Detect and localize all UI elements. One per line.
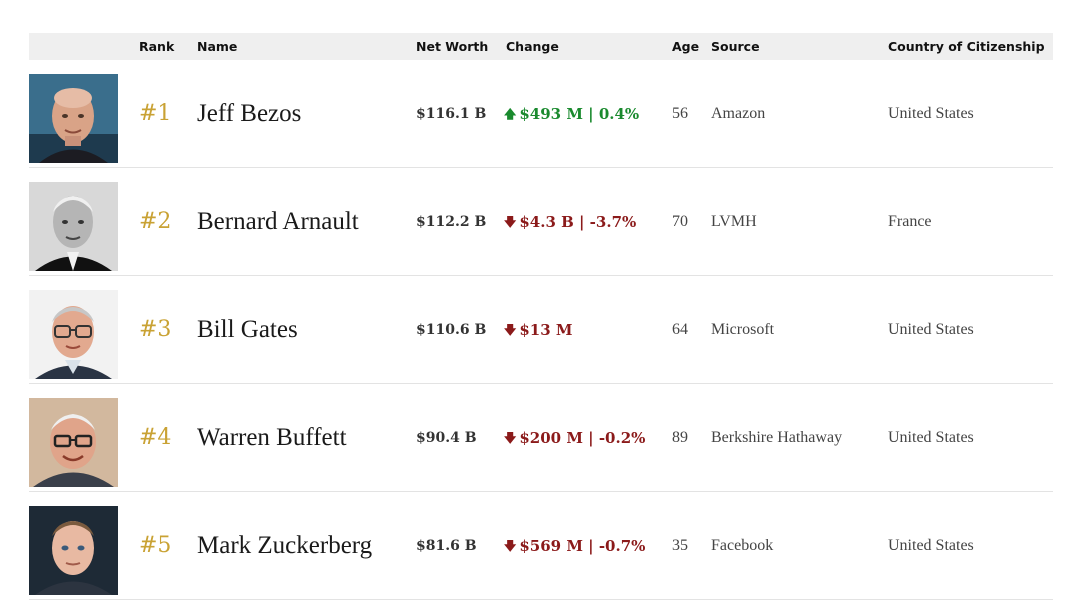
change-text: $4.3 B | -3.7% <box>519 213 637 231</box>
change-text: $200 M | -0.2% <box>519 429 646 447</box>
header-age[interactable]: Age <box>672 39 700 54</box>
header-change[interactable]: Change <box>506 39 559 54</box>
source-value: Facebook <box>711 537 774 554</box>
source-value: Microsoft <box>711 321 775 338</box>
net-worth-value: $110.6 B <box>416 322 487 338</box>
change-text: $569 M | -0.7% <box>519 537 646 555</box>
table-header: Rank Name Net Worth Change Age Source Co… <box>29 33 1053 60</box>
rank-label: #2 <box>139 209 172 234</box>
change-text: $493 M | 0.4% <box>519 105 640 123</box>
arrow-down-icon: 🡇 <box>504 323 517 337</box>
person-name[interactable]: Bill Gates <box>197 316 298 343</box>
table-row[interactable]: #2 Bernard Arnault $112.2 B 🡇 $4.3 B | -3… <box>29 168 1053 276</box>
source-value: Berkshire Hathaway <box>711 429 843 446</box>
rank-label: #5 <box>139 533 172 558</box>
portrait-icon[interactable] <box>29 506 118 595</box>
age-value: 56 <box>672 105 688 122</box>
age-value: 64 <box>672 321 688 338</box>
country-value: United States <box>888 321 974 338</box>
change-value: 🡇 $13 M <box>504 276 572 384</box>
arrow-down-icon: 🡇 <box>504 539 517 553</box>
portrait-icon[interactable] <box>29 182 118 271</box>
table-row[interactable]: #5 Mark Zuckerberg $81.6 B 🡇 $569 M | -0.… <box>29 492 1053 600</box>
person-name[interactable]: Mark Zuckerberg <box>197 532 373 559</box>
billionaires-table: Rank Name Net Worth Change Age Source Co… <box>29 33 1053 600</box>
country-value: United States <box>888 429 974 446</box>
change-text: $13 M <box>519 321 573 339</box>
change-value: 🡇 $569 M | -0.7% <box>504 492 645 600</box>
change-value: 🡅 $493 M | 0.4% <box>504 60 639 168</box>
age-value: 35 <box>672 537 688 554</box>
rank-label: #3 <box>139 317 172 342</box>
age-value: 89 <box>672 429 688 446</box>
source-value: LVMH <box>711 213 757 230</box>
table-row[interactable]: #1 Jeff Bezos $116.1 B 🡅 $493 M | 0.4% 56… <box>29 60 1053 168</box>
portrait-icon[interactable] <box>29 74 118 163</box>
person-name[interactable]: Bernard Arnault <box>197 208 359 235</box>
rank-label: #1 <box>139 101 172 126</box>
change-value: 🡇 $200 M | -0.2% <box>504 384 645 492</box>
arrow-down-icon: 🡇 <box>504 215 517 229</box>
person-name[interactable]: Jeff Bezos <box>197 100 302 127</box>
country-value: France <box>888 213 932 230</box>
header-rank[interactable]: Rank <box>139 39 175 54</box>
header-source[interactable]: Source <box>711 39 760 54</box>
header-name[interactable]: Name <box>197 39 238 54</box>
portrait-icon[interactable] <box>29 398 118 487</box>
source-value: Amazon <box>711 105 766 122</box>
net-worth-value: $112.2 B <box>416 214 487 230</box>
table-row[interactable]: #4 Warren Buffett $90.4 B 🡇 $200 M | -0.2… <box>29 384 1053 492</box>
net-worth-value: $90.4 B <box>416 430 477 446</box>
person-name[interactable]: Warren Buffett <box>197 424 347 451</box>
change-value: 🡇 $4.3 B | -3.7% <box>504 168 636 276</box>
country-value: United States <box>888 537 974 554</box>
country-value: United States <box>888 105 974 122</box>
header-country[interactable]: Country of Citizenship <box>888 39 1045 54</box>
portrait-icon[interactable] <box>29 290 118 379</box>
net-worth-value: $116.1 B <box>416 106 487 122</box>
arrow-down-icon: 🡇 <box>504 431 517 445</box>
header-net-worth[interactable]: Net Worth <box>416 39 489 54</box>
table-row[interactable]: #3 Bill Gates $110.6 B 🡇 $13 M 64 Microso… <box>29 276 1053 384</box>
age-value: 70 <box>672 213 688 230</box>
rank-label: #4 <box>139 425 172 450</box>
net-worth-value: $81.6 B <box>416 538 477 554</box>
arrow-up-icon: 🡅 <box>504 107 517 121</box>
